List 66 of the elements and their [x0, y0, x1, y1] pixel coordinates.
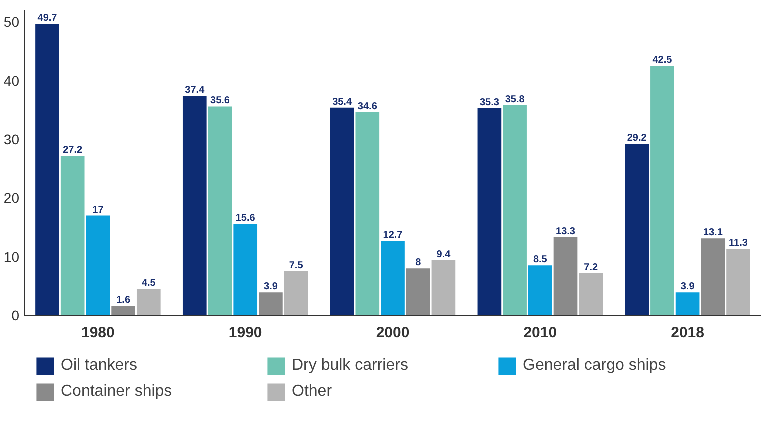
bar [726, 249, 750, 316]
bar [136, 289, 161, 316]
data-label: 27.2 [63, 144, 84, 156]
bar [259, 292, 283, 316]
bar [625, 144, 650, 316]
data-label: 13.1 [703, 228, 724, 239]
bar [208, 106, 232, 316]
x-tick-label: 2000 [376, 324, 410, 342]
data-label: 35.3 [480, 97, 500, 108]
bar [554, 237, 578, 316]
bar [528, 266, 552, 316]
y-tick-label: 40 [4, 72, 20, 89]
y-tick-label: 30 [4, 132, 20, 148]
bar [356, 112, 380, 316]
data-label: 29.2 [627, 133, 648, 144]
data-label: 37.4 [185, 85, 206, 96]
bar [86, 216, 110, 316]
data-label: 4.5 [142, 278, 156, 290]
data-label: 49.7 [38, 12, 58, 24]
legend-label: Other [292, 383, 334, 401]
bar [701, 238, 726, 316]
y-tick-label: 20 [4, 190, 20, 206]
bar [650, 66, 674, 316]
data-label: 7.5 [289, 260, 304, 272]
x-tick-label: 2010 [524, 324, 558, 342]
data-label: 8.5 [533, 254, 548, 266]
x-tick-label: 1990 [228, 324, 262, 342]
bar [36, 24, 60, 316]
data-label: 15.6 [236, 213, 256, 224]
bar [112, 306, 136, 316]
data-label: 12.7 [383, 230, 404, 242]
bar [503, 106, 527, 316]
x-tick-label: 2018 [671, 324, 704, 342]
bar [330, 108, 354, 316]
x-tick-label: 1980 [82, 324, 115, 342]
y-tick-label: 0 [12, 308, 20, 324]
bar [234, 224, 258, 316]
data-label: 11.3 [729, 238, 748, 250]
bar [676, 292, 700, 316]
data-label: 17 [92, 204, 104, 216]
bar [284, 272, 308, 316]
legend-label: Oil tankers [61, 357, 138, 375]
data-label: 34.6 [358, 102, 378, 113]
bar [406, 268, 430, 316]
bar [381, 241, 405, 316]
data-label: 3.9 [264, 282, 278, 293]
data-label: 7.2 [584, 262, 598, 274]
data-label: 35.8 [505, 94, 526, 106]
bar [182, 96, 207, 316]
legend-label: Container ships [61, 383, 174, 401]
bar [60, 156, 85, 316]
bar [432, 260, 456, 316]
y-tick-label: 50 [4, 14, 20, 30]
y-tick-label: 10 [4, 248, 20, 265]
data-label: 42.5 [652, 55, 673, 66]
data-label: 35.6 [210, 96, 230, 107]
bar [478, 108, 502, 316]
bar [579, 273, 604, 316]
legend-label: Dry bulk carriers [292, 357, 410, 375]
data-label: 13.3 [556, 226, 576, 238]
data-label: 8 [416, 258, 422, 269]
data-label: 9.4 [436, 249, 452, 260]
data-label: 1.6 [116, 295, 131, 306]
data-label: 35.4 [332, 96, 352, 108]
data-label: 3.9 [680, 282, 696, 293]
legend-label: General cargo ships [523, 357, 668, 375]
